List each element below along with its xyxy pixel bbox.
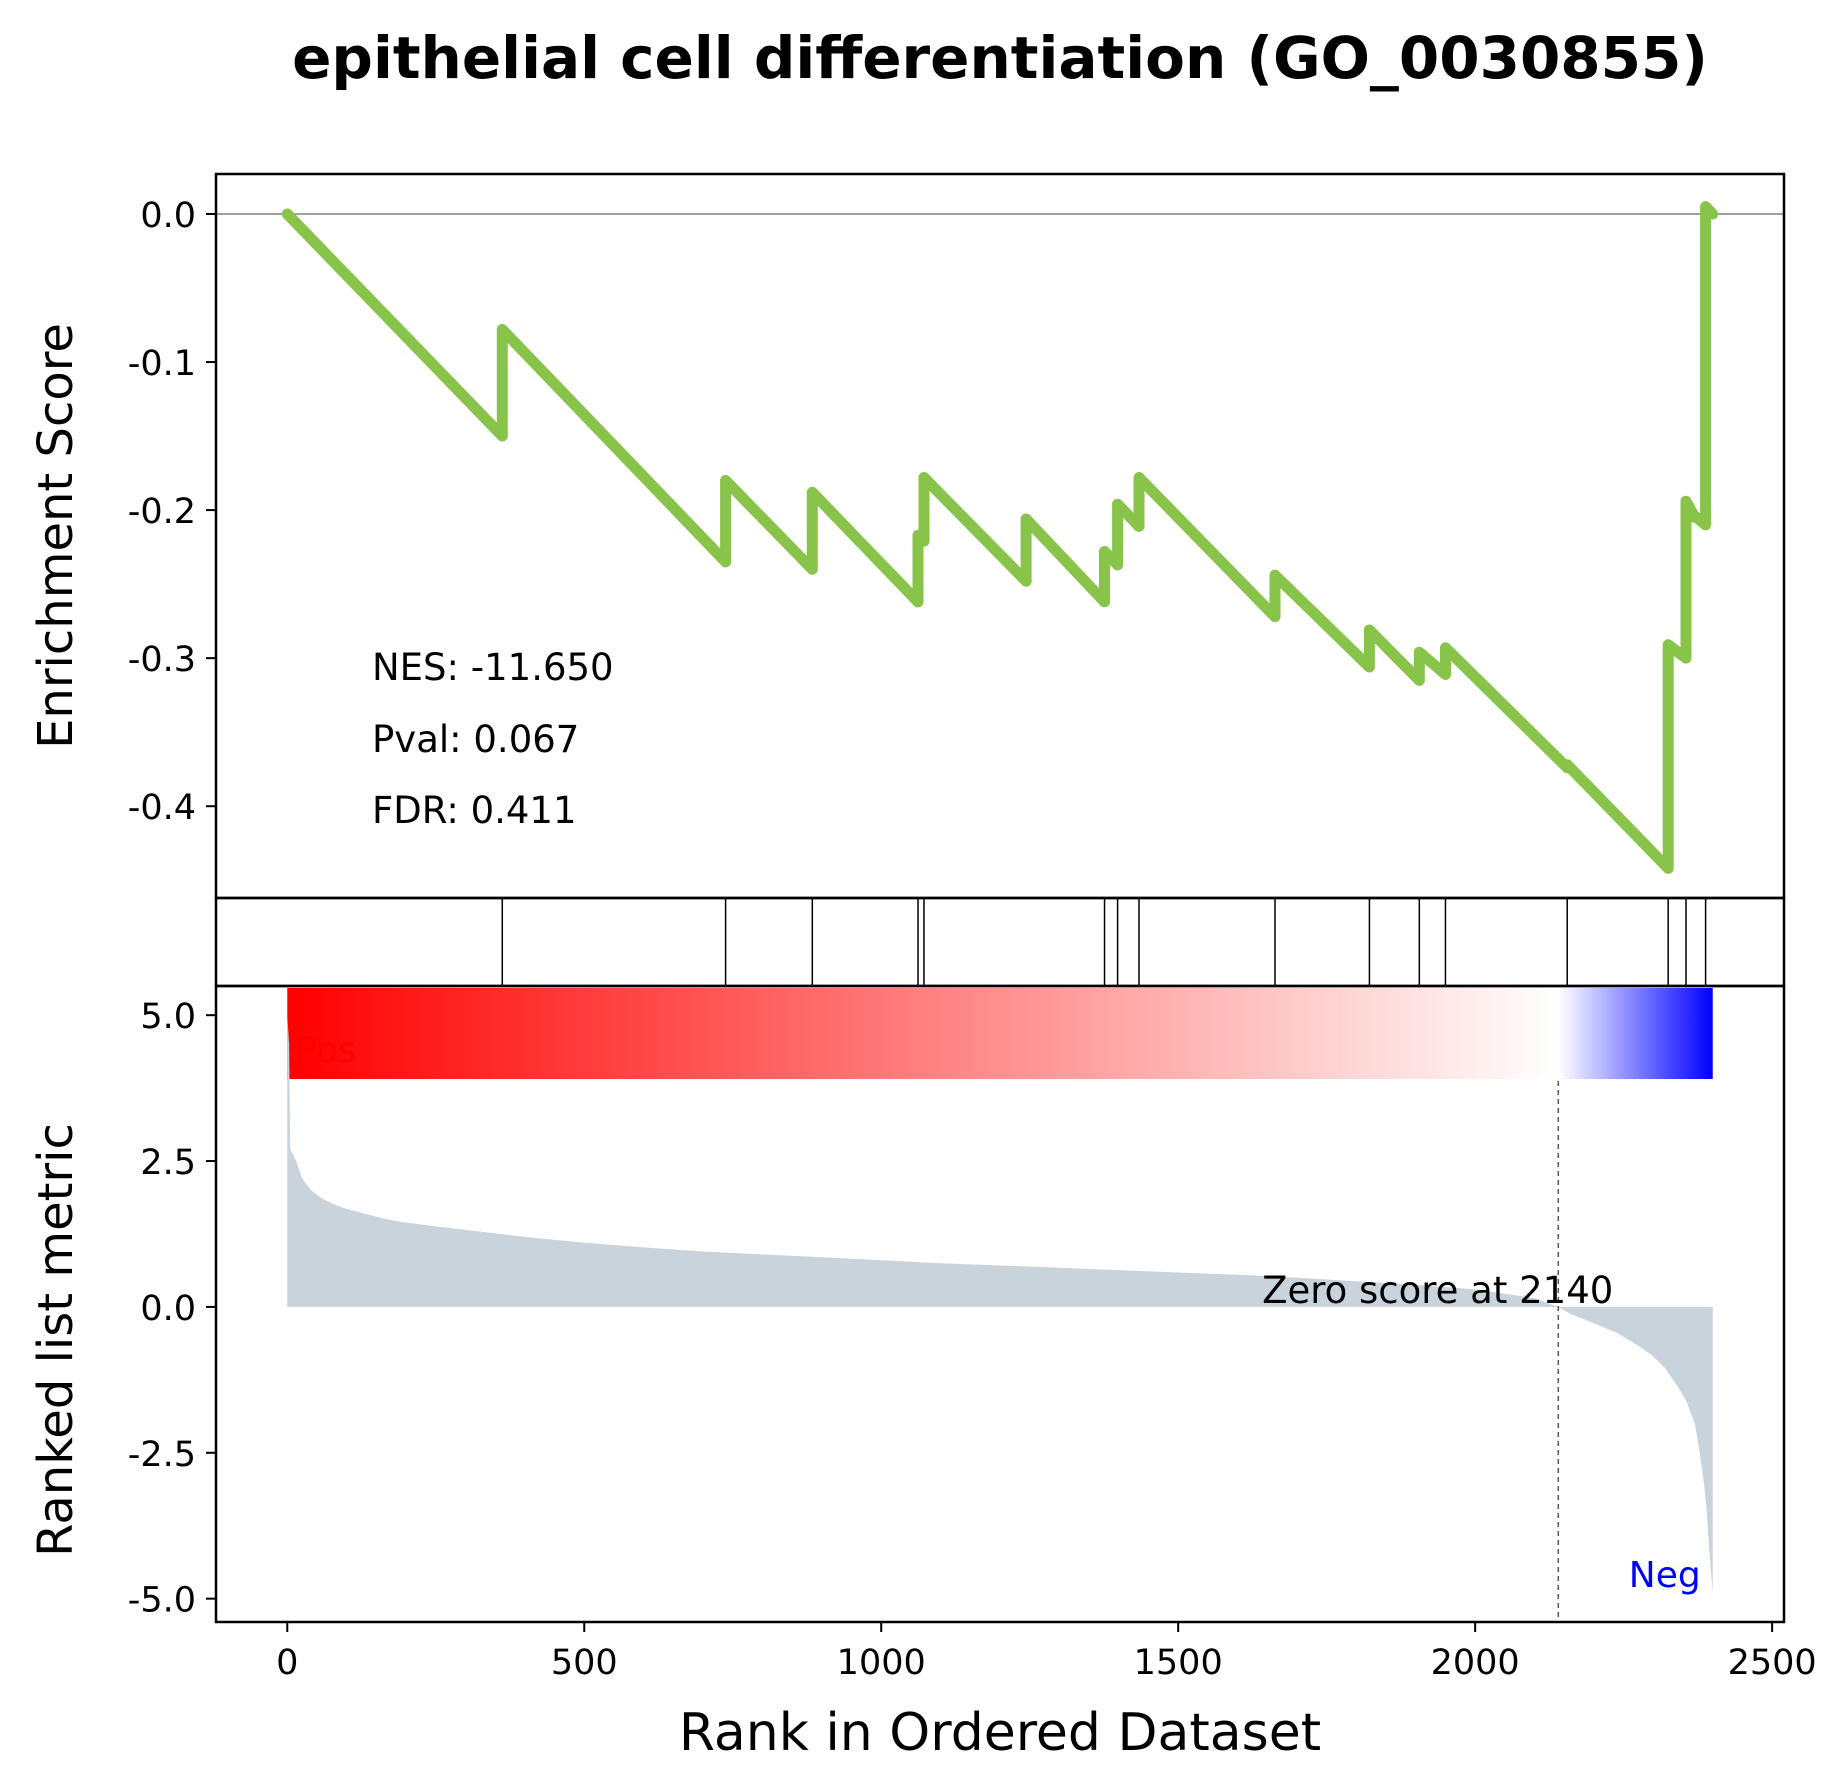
pval-annotation: Pval: 0.067 [372, 718, 579, 761]
ranked-metric-frame [214, 984, 1786, 1624]
nes-annotation: NES: -11.650 [372, 646, 614, 689]
x-tick-label: 1500 [1134, 1643, 1223, 1683]
x-tick-label: 0 [276, 1643, 298, 1683]
rank-colorbar [287, 988, 1713, 1079]
es-y-tick-label: 0.0 [140, 196, 196, 236]
x-axis-ticks: 0 500 1000 1500 2000 2500 [276, 1622, 1817, 1683]
es-y-tick-label: -0.2 [128, 492, 196, 532]
es-y-tick-label: -0.4 [128, 788, 196, 828]
rm-y-tick-label: 0.0 [140, 1289, 196, 1329]
hits-frame [214, 896, 1786, 988]
pos-label: Pos [295, 1030, 356, 1071]
enrichment-score-line [281, 201, 1719, 874]
x-tick-label: 2000 [1431, 1643, 1520, 1683]
hit-ticks [501, 898, 1707, 986]
x-tick-label: 2500 [1728, 1643, 1817, 1683]
ranked-metric-area [287, 1015, 1713, 1593]
x-axis-label: Rank in Ordered Dataset [679, 1703, 1321, 1763]
hits-panel [214, 896, 1786, 988]
rm-y-tick-label: 2.5 [140, 1143, 196, 1183]
x-tick-label: 1000 [837, 1643, 926, 1683]
rm-y-axis-label: Ranked list metric [28, 1123, 84, 1557]
es-y-ticks: 0.0 -0.1 -0.2 -0.3 -0.4 [128, 196, 216, 828]
neg-label: Neg [1629, 1555, 1701, 1596]
es-y-axis-label: Enrichment Score [28, 323, 84, 749]
ranked-metric-panel: Zero score at 2140 Pos Neg 5.0 2.5 0.0 -2.5… [28, 984, 1786, 1624]
fdr-annotation: FDR: 0.411 [372, 789, 577, 832]
chart-title: epithelial cell differentiation (GO_0030… [292, 24, 1708, 92]
enrichment-panel: 0.0 -0.1 -0.2 -0.3 -0.4 NES: -11.650 Pval: 0… [28, 172, 1786, 900]
x-tick-label: 500 [551, 1643, 618, 1683]
zero-score-label: Zero score at 2140 [1262, 1269, 1613, 1312]
es-y-tick-label: -0.1 [128, 344, 196, 384]
es-y-tick-label: -0.3 [128, 640, 196, 680]
rm-y-ticks: 5.0 2.5 0.0 -2.5 -5.0 [128, 997, 216, 1621]
rm-y-tick-label: -5.0 [128, 1581, 196, 1621]
rm-y-tick-label: 5.0 [140, 997, 196, 1037]
rm-y-tick-label: -2.5 [128, 1435, 196, 1475]
